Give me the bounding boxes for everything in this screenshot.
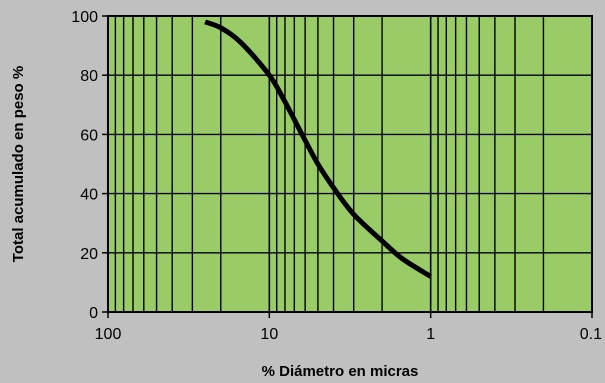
tick-labels: 0 20 40 60 80 100 100 10 1 0.1: [71, 9, 602, 343]
y-tick-label: 60: [80, 127, 98, 144]
series-line: [204, 19, 433, 279]
y-tick-label: 20: [80, 246, 98, 263]
x-tick-label: 10: [260, 326, 278, 343]
y-tick-label: 40: [80, 187, 98, 204]
x-axis-title: % Diámetro en micras: [262, 363, 419, 380]
y-tick-label: 80: [80, 68, 98, 85]
y-tick-label: 100: [71, 9, 98, 26]
y-tick-label: 0: [89, 305, 98, 322]
x-tick-label: 0.1: [580, 326, 602, 343]
plot-border: [107, 15, 593, 313]
axes: [102, 15, 593, 318]
y-axis-title: Total acumulado en peso %: [10, 66, 27, 262]
series-layer: [204, 19, 433, 279]
plot-area: [108, 16, 592, 312]
x-tick-label: 1: [426, 326, 435, 343]
x-tick-label: 100: [95, 326, 122, 343]
